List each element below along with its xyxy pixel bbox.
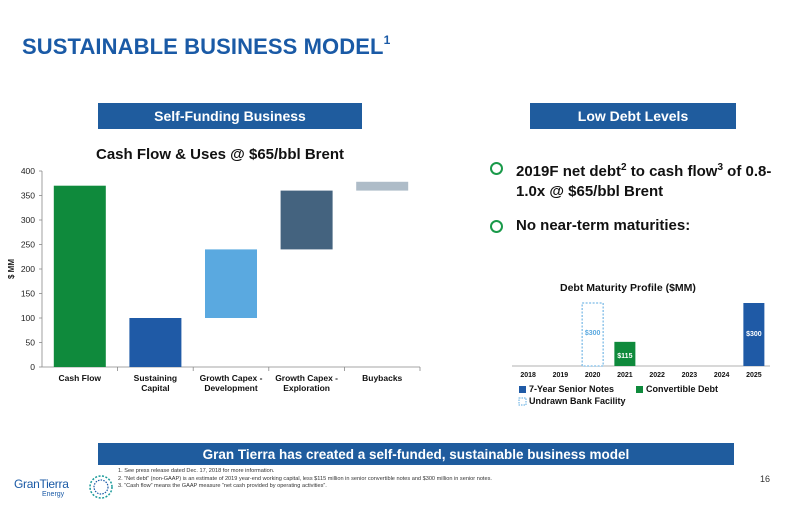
y-tick-label: 400 [21,166,35,176]
bullet-list: 2019F net debt2 to cash flow3 of 0.8-1.0… [488,158,788,250]
footnote-1: 1. See press release dated Dec. 17, 2018… [118,468,275,474]
y-axis-label: $ MM [7,259,16,279]
logo-subtext: Energy [42,491,65,498]
y-tick-label: 250 [21,240,35,250]
waterfall-bar [205,249,257,318]
debt-chart-title: Debt Maturity Profile ($MM) [560,282,696,294]
debt-year-label: 2023 [682,372,698,379]
legend-label: Undrawn Bank Facility [529,396,626,406]
y-tick-label: 300 [21,215,35,225]
x-tick-label: Growth Capex -Exploration [275,373,338,393]
debt-bar [614,341,636,366]
summary-banner: Gran Tierra has created a self-funded, s… [98,443,734,465]
legend-swatch [518,397,527,406]
waterfall-bar [280,190,333,250]
footnote-3: 3. “Cash flow” means the GAAP measure “n… [118,483,327,489]
bullet-net-debt: 2019F net debt2 to cash flow3 of 0.8-1.0… [488,158,788,202]
y-tick-label: 0 [30,362,35,372]
debt-bar [743,303,765,366]
debt-bar-label: $300 [746,331,762,338]
legend-label: 7-Year Senior Notes [529,384,614,394]
x-tick-label: Growth Capex -Development [200,373,263,393]
y-tick-label: 100 [21,313,35,323]
footnote-2: 2. “Net debt” (non-GAAP) is an estimate … [118,475,492,482]
debt-year-label: 2018 [520,372,536,379]
slide-title: SUSTAINABLE BUSINESS MODEL1 [22,32,391,59]
debt-year-label: 2019 [553,372,569,379]
logo-globe-icon [89,475,113,499]
debt-year-label: 2021 [617,372,633,379]
y-tick-label: 350 [21,191,35,201]
x-tick-label: Cash Flow [59,373,102,383]
waterfall-bar [53,185,106,367]
page-number: 16 [760,474,771,484]
x-tick-label: Buybacks [362,373,402,383]
debt-bar-label: $115 [617,353,632,360]
waterfall-chart-title: Cash Flow & Uses @ $65/bbl Brent [95,146,345,163]
legend-label: Convertible Debt [646,384,718,394]
waterfall-bar [356,181,409,191]
x-tick-label: Sustaining Capital [134,373,177,393]
bullet-ring-icon [490,220,503,233]
title-footnote-marker: 1 [383,32,391,47]
company-logo: GranTierra Energy [14,474,114,502]
y-tick-label: 200 [21,264,35,274]
logo-wordmark: GranTierra [14,477,69,491]
legend-swatch [519,386,526,393]
y-tick-label: 50 [26,338,36,348]
bullet-maturities: No near-term maturities: [488,216,788,236]
bullet-ring-icon [490,162,503,175]
self-funding-header: Self-Funding Business [98,103,362,129]
waterfall-bar [129,318,182,367]
debt-year-label: 2020 [585,372,601,379]
low-debt-header: Low Debt Levels [530,103,736,129]
debt-year-label: 2024 [714,372,730,379]
debt-bar [581,302,604,367]
debt-bar-label: $300 [585,330,601,337]
legend-swatch [636,386,643,393]
footnotes: 1. See press release dated Dec. 17, 2018… [118,468,492,491]
debt-year-label: 2022 [649,372,665,379]
debt-year-label: 2025 [746,372,762,379]
y-tick-label: 150 [21,289,35,299]
